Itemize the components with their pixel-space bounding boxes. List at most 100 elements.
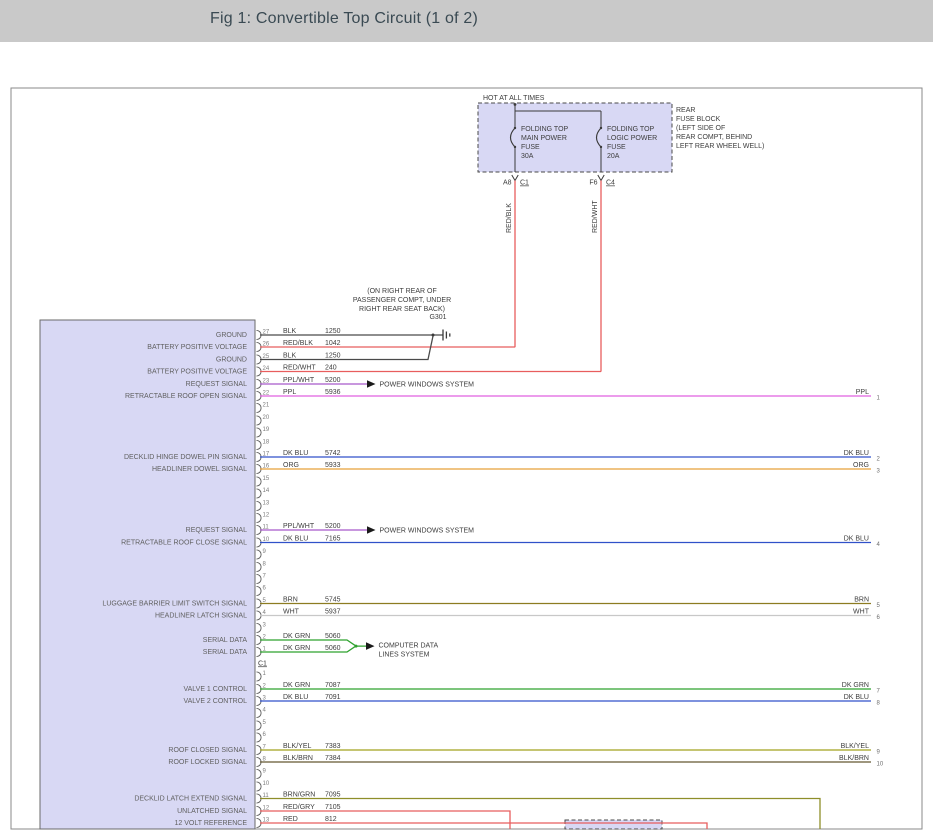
pin-terminal-icon [256,622,262,634]
control-module-box [39,319,256,830]
circuit-number: 812 [325,816,337,823]
pin-number: 27 [263,330,270,336]
figure-title: Fig 1: Convertible Top Circuit (1 of 2) [210,10,479,27]
pin-terminal-icon [256,512,262,524]
pin-terminal-icon [256,720,262,731]
wire-color-label: PPL [283,389,296,396]
signal-label: VALVE 1 CONTROL [183,686,247,693]
pin-number: 24 [263,366,270,372]
system-arrow-icon [367,526,376,534]
pin-number: 11 [263,793,270,799]
signal-label: REQUEST SIGNAL [186,527,247,534]
system-label: COMPUTER DATA [379,643,439,650]
pin-number: 9 [263,549,267,555]
ground-location-note: PASSENGER COMPT, UNDER [353,297,451,304]
wire-color-label: DK GRN [283,682,310,689]
pin-number: 22 [263,391,270,397]
pin-number: 19 [263,427,270,433]
wire-color-label: DK BLU [283,536,308,543]
circuit-number: 1250 [325,328,341,335]
wire-color-label: BLK/YEL [283,743,312,750]
pin-number: 8 [263,562,267,568]
junction-dot [431,333,435,337]
pin-number: 26 [263,342,270,348]
fuse-name: FUSE [521,144,540,151]
fuse-connector-label[interactable]: C1 [520,180,529,187]
circuit-number: 1250 [325,353,341,360]
edge-exit-number: 10 [877,762,884,768]
wire-color-label-right: PPL [856,389,869,396]
pin-number: 3 [263,623,267,629]
fuse-icon [595,127,602,148]
pin-number: 11 [263,525,270,531]
pin-terminal-icon [256,549,262,560]
circuit-number: 5936 [325,389,341,396]
pin-number: 4 [263,708,267,714]
fuse-name: MAIN POWER [521,135,567,142]
fuse-connector-label[interactable]: C4 [606,180,615,187]
wire-color-label: DK BLU [283,450,308,457]
wire-color-label: DK BLU [283,694,308,701]
pin-number: 5 [263,598,267,604]
fuse-rating: 20A [607,153,620,160]
edge-exit-number: 5 [877,603,881,609]
signal-label: ROOF CLOSED SIGNAL [168,747,247,754]
wire-color-label: RED [283,816,298,823]
pin-number: 20 [263,415,270,421]
pin-terminal-icon [256,488,262,499]
wire-color-label: DK GRN [283,633,310,640]
wire-color-label-right: DK BLU [844,694,869,701]
pin-terminal-icon [256,585,262,597]
fuse-block-location-note: REAR [676,107,695,114]
edge-exit-number: 9 [877,750,881,756]
wire-color-label-right: DK BLU [844,536,869,543]
fuse-block-location-note: REAR COMPT, BEHIND [676,134,752,141]
signal-label: DECKLID HINGE DOWEL PIN SIGNAL [124,454,247,461]
wire [260,645,357,653]
pin-number: 13 [263,501,270,507]
system-arrow-icon [366,642,375,650]
fuse-name: LOGIC POWER [607,135,657,142]
circuit-number: 5933 [325,462,341,469]
signal-label: RETRACTABLE ROOF CLOSE SIGNAL [121,540,247,547]
signal-label: DECKLID LATCH EXTEND SIGNAL [134,796,247,803]
pin-terminal-icon [256,781,262,792]
pin-number: 6 [263,732,267,738]
wire-color-label: BLK [283,353,297,360]
pin-terminal-icon [256,439,262,451]
edge-exit-number: 3 [877,469,881,475]
circuit-number: 5937 [325,609,341,616]
wire-color-label-right: BRN [854,597,869,604]
module-connector-label[interactable]: C1 [258,660,267,667]
circuit-number: 240 [325,365,337,372]
fuse-block-location-note: LEFT REAR WHEEL WELL) [676,143,764,150]
signal-label: 12 VOLT REFERENCE [175,820,248,827]
pin-number: 6 [263,586,267,592]
pin-number: 8 [263,757,267,763]
wire-color-label: RED/GRY [283,804,315,811]
wire-color-label: WHT [283,609,300,616]
pin-terminal-icon [256,561,262,573]
system-label: POWER WINDOWS SYSTEM [380,382,475,389]
wire-color-label: PPL/WHT [283,377,315,384]
signal-label: ROOF LOCKED SIGNAL [168,759,247,766]
edge-exit-number: 8 [877,701,881,707]
circuit-number: 5745 [325,597,341,604]
wire-color-label: RED/BLK [283,340,313,347]
signal-label: HEADLINER LATCH SIGNAL [155,613,247,620]
wire [260,822,708,829]
signal-label: BATTERY POSITIVE VOLTAGE [147,369,247,376]
ground-name: G301 [429,314,446,321]
circuit-number: 7384 [325,755,341,762]
signal-label: HEADLINER DOWEL SIGNAL [152,466,247,473]
pin-number: 17 [263,452,270,458]
edge-exit-number: 1 [877,396,881,402]
wire-color-label: RED/WHT [283,365,316,372]
pin-number: 5 [263,720,267,726]
circuit-number: 7383 [325,743,341,750]
fuse-name: FOLDING TOP [521,126,569,133]
system-label: POWER WINDOWS SYSTEM [380,528,475,535]
circuit-number: 5200 [325,377,341,384]
wire-color-label: ORG [283,462,299,469]
pin-number: 4 [263,610,267,616]
